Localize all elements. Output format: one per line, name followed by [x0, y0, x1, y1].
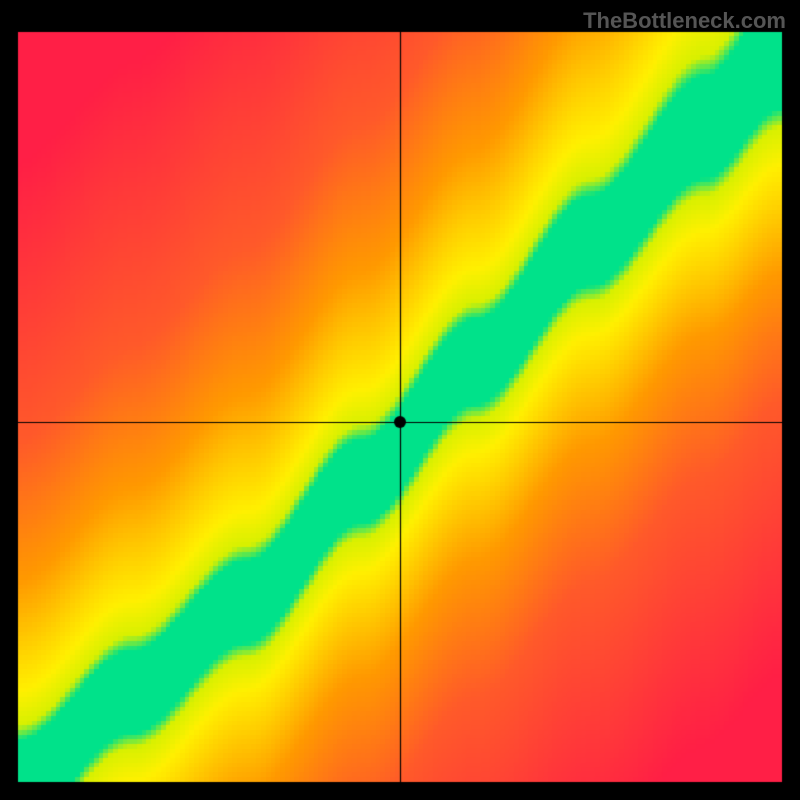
chart-container: TheBottleneck.com [0, 0, 800, 800]
watermark-text: TheBottleneck.com [583, 8, 786, 34]
heatmap-canvas [0, 0, 800, 800]
